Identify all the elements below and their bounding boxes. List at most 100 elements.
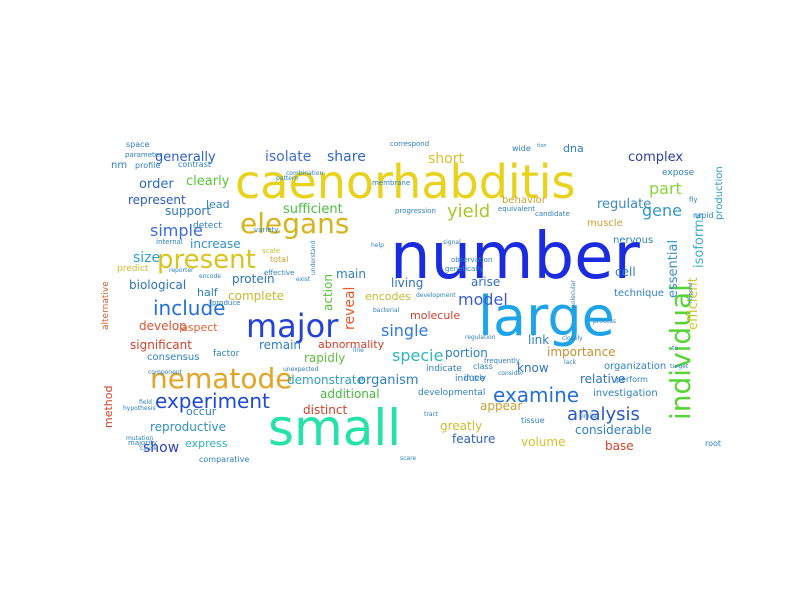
word-demonstrate: demonstrate — [287, 373, 364, 387]
word-volume: volume — [521, 435, 565, 449]
word-additional: additional — [320, 387, 380, 401]
word-progression: progression — [395, 207, 436, 215]
word-technique: technique — [614, 288, 664, 299]
word-nematode: nematode — [150, 362, 293, 395]
word-efficient: efficient — [686, 277, 701, 330]
word-size: size — [133, 250, 160, 266]
word-simple: simple — [150, 221, 203, 240]
word-importance: importance — [547, 345, 616, 359]
word-process: process — [593, 318, 616, 325]
word-production: production — [714, 166, 725, 220]
word-part: part — [649, 179, 682, 198]
word-encode: encode — [199, 273, 221, 280]
word-target: target — [670, 363, 689, 370]
word-unexpected: unexpected — [283, 366, 319, 373]
word-regulate: regulate — [597, 197, 651, 212]
word-behavior: behavior — [502, 195, 547, 206]
word-organism: organism — [358, 373, 419, 388]
word-small: small — [268, 399, 401, 457]
word-comparative: comparative — [199, 455, 249, 464]
word-development: development — [416, 292, 456, 299]
word-consider: consider — [498, 370, 524, 377]
word-expose: expose — [662, 168, 695, 178]
word-lead: lead — [206, 198, 230, 211]
word-essential: essential — [666, 240, 681, 298]
word-clearly: clearly — [186, 174, 230, 189]
word-gene: gene — [642, 201, 682, 220]
word-correspond: correspond — [390, 140, 429, 148]
word-produce: produce — [212, 299, 241, 307]
word-feature: feature — [452, 432, 495, 446]
word-aspect: aspect — [181, 321, 218, 334]
word-encodes: encodes — [365, 290, 411, 303]
word-candidate: candidate — [535, 210, 570, 218]
word-protein: protein — [232, 272, 275, 286]
word-scare: scare — [400, 455, 416, 462]
word-portion: portion — [445, 346, 488, 360]
word-increase: increase — [190, 237, 241, 251]
word-generally: generally — [155, 150, 216, 165]
word-root: root — [705, 439, 721, 448]
word-exist: exist — [296, 276, 311, 283]
word-cause: cause — [140, 445, 158, 452]
word-hypothesis: hypothesis — [123, 405, 156, 412]
word-tract: tract — [424, 411, 439, 418]
word-understand: understand — [310, 240, 317, 275]
word-frequently: frequently — [484, 357, 520, 365]
word-fly: fly — [689, 196, 698, 204]
word-line: line — [353, 347, 364, 354]
word-similar: similar — [579, 413, 600, 420]
word-mutation: mutation — [126, 435, 153, 442]
word-caenorhabditis: caenorhabditis — [235, 155, 576, 209]
word-scale: scale — [262, 247, 280, 255]
word-reporter: reporter — [169, 267, 194, 274]
word-include: include — [153, 296, 225, 320]
word-main: main — [336, 267, 366, 281]
word-factor: factor — [213, 349, 240, 359]
word-wide: wide — [512, 144, 531, 153]
word-appear: appear — [480, 399, 522, 413]
word-regulation: regulation — [465, 334, 496, 341]
word-reveal: reveal — [342, 287, 358, 330]
word-number: number — [390, 220, 640, 294]
word-help: help — [371, 242, 384, 249]
word-field: field — [139, 399, 152, 406]
word-model: model — [458, 290, 508, 309]
word-class: class — [473, 362, 493, 371]
word-consensus: consensus — [147, 352, 199, 363]
word-observation: observation — [451, 256, 492, 264]
word-imply: imply — [464, 373, 486, 382]
word-distinct: distinct — [303, 403, 347, 417]
word-base: base — [605, 439, 634, 453]
word-perform: perform — [616, 375, 648, 384]
word-internal: internal — [156, 238, 183, 246]
word-reproductive: reproductive — [150, 420, 226, 434]
word-bacterial: bacterial — [373, 307, 400, 314]
word-biological: biological — [129, 278, 186, 292]
word-alternative: alternative — [101, 281, 111, 330]
word-majority: majority — [128, 439, 157, 447]
word-living: living — [391, 276, 423, 290]
word-present: present — [157, 245, 256, 275]
word-complex: complex — [628, 150, 683, 165]
word-induce: induce — [455, 374, 486, 384]
word-isolate: isolate — [265, 149, 311, 165]
word-action: action — [321, 274, 335, 311]
word-method: method — [102, 386, 115, 428]
word-profile: profile — [135, 161, 160, 170]
word-considerable: considerable — [575, 423, 652, 437]
word-order: order — [139, 177, 174, 192]
word-closely: closely — [562, 335, 583, 342]
word-organization: organization — [604, 361, 666, 372]
word-nervous: nervous — [613, 235, 653, 246]
word-rapid: rapid — [693, 211, 714, 220]
word-molecular: molecular — [570, 280, 577, 310]
word-parameter: parameter — [125, 151, 162, 159]
word-show: show — [143, 440, 179, 456]
word-experiment: experiment — [155, 389, 270, 413]
word-isoforms: isoforms — [692, 212, 707, 268]
word-contrast: contrast — [178, 160, 211, 169]
word-examine: examine — [493, 383, 579, 407]
word-analysis: analysis — [567, 404, 640, 425]
